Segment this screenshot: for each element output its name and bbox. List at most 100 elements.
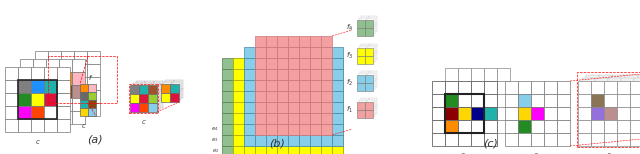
Bar xyxy=(299,102,310,113)
Bar xyxy=(608,78,621,91)
Bar xyxy=(310,58,321,69)
Bar xyxy=(288,113,299,124)
Bar xyxy=(357,28,365,36)
Bar xyxy=(310,102,321,113)
Bar xyxy=(357,83,365,91)
Bar xyxy=(255,102,266,113)
Bar xyxy=(578,81,591,94)
Bar xyxy=(310,135,321,146)
Bar xyxy=(321,135,332,146)
Bar xyxy=(255,135,266,146)
Bar xyxy=(531,81,544,94)
Bar xyxy=(557,133,570,146)
Bar xyxy=(59,72,72,85)
Bar xyxy=(638,114,640,127)
Bar xyxy=(617,107,630,120)
Bar xyxy=(61,103,74,116)
Bar xyxy=(80,84,88,92)
Bar xyxy=(136,99,145,108)
Bar xyxy=(458,81,471,94)
Bar xyxy=(299,135,310,146)
Bar xyxy=(621,104,634,117)
Bar xyxy=(266,69,277,80)
Bar xyxy=(288,146,299,154)
Bar xyxy=(80,108,88,116)
Text: $f_1$: $f_1$ xyxy=(346,105,353,115)
Bar xyxy=(59,111,72,124)
Bar xyxy=(359,54,367,62)
Bar xyxy=(604,133,617,146)
Bar xyxy=(266,80,277,91)
Bar xyxy=(33,98,46,111)
Bar xyxy=(630,133,640,146)
Bar xyxy=(163,82,172,91)
Bar xyxy=(266,135,277,146)
Bar xyxy=(505,107,518,120)
Bar xyxy=(129,84,158,113)
Bar xyxy=(359,73,367,81)
Bar xyxy=(608,104,621,117)
Bar xyxy=(244,69,255,80)
Bar xyxy=(222,113,233,124)
Bar xyxy=(299,69,310,80)
Bar xyxy=(174,89,183,98)
Bar xyxy=(310,102,321,113)
Bar xyxy=(277,102,288,113)
Bar xyxy=(332,102,343,113)
Bar xyxy=(255,124,266,135)
Bar xyxy=(255,80,266,91)
Bar xyxy=(244,69,255,80)
Bar xyxy=(321,124,332,135)
Bar xyxy=(139,94,148,103)
Bar xyxy=(244,124,255,135)
Bar xyxy=(332,135,343,146)
Bar xyxy=(154,81,163,90)
Bar xyxy=(321,146,332,154)
Bar xyxy=(5,93,18,106)
Bar xyxy=(222,124,233,135)
Bar xyxy=(578,94,591,107)
Bar xyxy=(531,120,544,133)
Bar xyxy=(18,106,31,119)
Bar xyxy=(612,114,625,127)
Bar xyxy=(288,58,299,69)
Bar xyxy=(310,135,321,146)
Bar xyxy=(310,124,321,135)
Bar xyxy=(332,91,343,102)
Bar xyxy=(255,91,266,102)
Bar xyxy=(332,102,343,113)
Bar xyxy=(332,113,343,124)
Bar xyxy=(133,101,142,110)
Bar xyxy=(299,146,310,154)
Text: $f$: $f$ xyxy=(88,73,93,82)
Bar xyxy=(612,101,625,114)
Bar xyxy=(233,124,244,135)
Bar xyxy=(288,113,299,124)
Bar xyxy=(321,69,332,80)
Bar xyxy=(57,93,70,106)
Bar xyxy=(277,80,288,91)
Bar xyxy=(445,94,458,107)
Text: $f_3$: $f_3$ xyxy=(346,51,353,61)
Bar xyxy=(638,75,640,88)
Bar xyxy=(33,111,46,124)
Bar xyxy=(44,93,57,106)
Bar xyxy=(266,124,277,135)
Bar xyxy=(310,69,321,80)
Bar xyxy=(133,92,142,101)
Bar xyxy=(72,72,85,85)
Bar xyxy=(445,107,458,120)
Bar xyxy=(57,80,70,93)
Bar xyxy=(266,58,277,69)
Bar xyxy=(288,69,299,80)
Bar xyxy=(244,58,255,69)
Bar xyxy=(20,85,33,98)
Bar xyxy=(299,124,310,135)
Bar xyxy=(484,94,497,107)
Bar xyxy=(31,93,44,106)
Bar xyxy=(174,80,183,89)
Bar xyxy=(369,52,377,60)
Bar xyxy=(151,83,160,92)
Bar xyxy=(321,124,332,135)
Bar xyxy=(288,91,299,102)
